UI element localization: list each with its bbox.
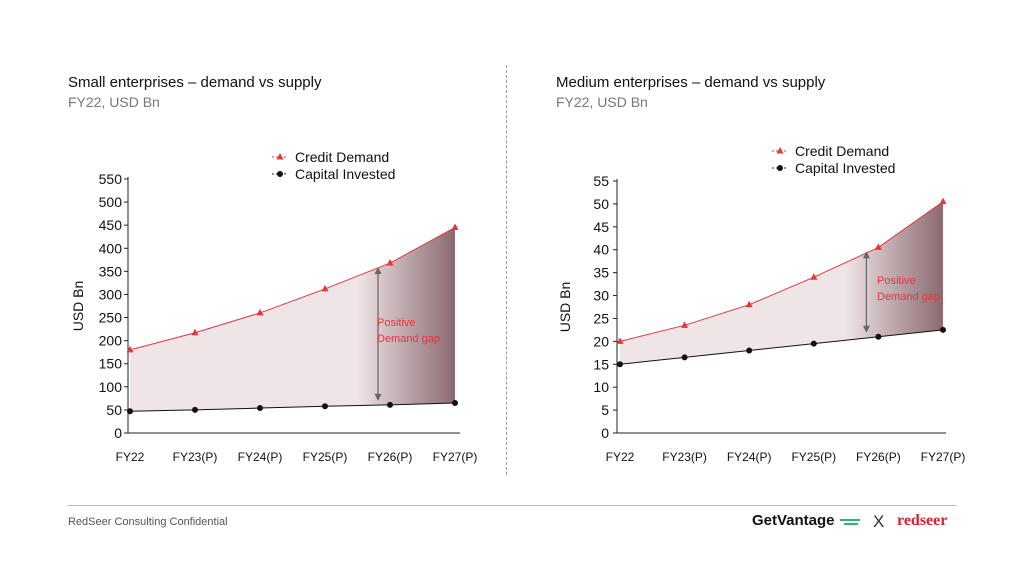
capital-invested-point <box>681 354 688 361</box>
legend-invested-marker <box>777 165 783 171</box>
legend-demand-label: Credit Demand <box>295 149 389 165</box>
y-tick-label: 20 <box>593 333 609 349</box>
y-tick-label: 35 <box>593 265 609 281</box>
right-chart-subtitle: FY22, USD Bn <box>556 94 648 110</box>
x-tick-label: FY26(P) <box>856 450 901 464</box>
y-tick-label: 200 <box>99 333 123 349</box>
y-tick-label: 400 <box>99 240 123 256</box>
y-tick-label: 250 <box>99 310 123 326</box>
redseer-logo: redseer <box>897 512 948 529</box>
legend-invested-label: Capital Invested <box>795 160 895 176</box>
credit-demand-point <box>874 243 882 250</box>
y-tick-label: 15 <box>593 356 609 372</box>
x-tick-label: FY26(P) <box>368 450 413 464</box>
x-tick-label: FY24(P) <box>238 450 283 464</box>
y-tick-label: 500 <box>99 194 123 210</box>
credit-demand-point <box>810 273 818 280</box>
credit-demand-line <box>129 227 456 351</box>
y-tick-label: 450 <box>99 217 123 233</box>
getvantage-logo-mark <box>840 519 860 521</box>
left-chart-subtitle: FY22, USD Bn <box>68 94 160 110</box>
right-chart-title: Medium enterprises – demand vs supply <box>556 74 826 91</box>
footer-divider <box>68 505 956 506</box>
legend-demand-marker <box>776 147 784 154</box>
gap-arrow-head-bottom <box>374 393 382 401</box>
credit-demand-point <box>386 259 394 266</box>
credit-demand-point <box>681 321 689 328</box>
y-tick-label: 25 <box>593 310 609 326</box>
y-tick-label: 30 <box>593 288 609 304</box>
capital-invested-point <box>746 347 753 354</box>
capital-invested-point <box>940 326 946 333</box>
x-tick-label: FY27(P) <box>433 450 478 464</box>
y-tick-label: 50 <box>106 402 122 418</box>
credit-demand-point <box>616 337 624 344</box>
capital-invested-point <box>810 340 817 347</box>
y-tick-label: 0 <box>114 425 122 441</box>
brand-separator: X <box>873 512 885 531</box>
capital-invested-point <box>192 406 198 413</box>
getvantage-logo: GetVantage <box>752 512 835 529</box>
y-tick-label: 55 <box>593 173 609 189</box>
legend-invested-marker <box>277 171 283 177</box>
credit-demand-point <box>745 300 753 308</box>
x-tick-label: FY25(P) <box>303 450 348 464</box>
demand-gap-area <box>620 201 943 365</box>
capital-invested-point <box>322 403 328 410</box>
capital-invested-point <box>617 361 623 368</box>
y-tick-label: 0 <box>601 425 609 441</box>
x-tick-label: FY23(P) <box>173 450 218 464</box>
gap-label-line2: Demand gap <box>877 291 940 303</box>
credit-demand-point <box>191 328 199 336</box>
credit-demand-point <box>451 223 459 230</box>
y-tick-label: 40 <box>593 242 609 258</box>
legend-demand-marker <box>276 153 284 160</box>
x-tick-label: FY23(P) <box>662 450 707 464</box>
x-tick-label: FY22 <box>116 450 145 464</box>
credit-demand-point <box>939 197 947 205</box>
gap-arrow-head-top <box>862 251 870 259</box>
x-tick-label: FY25(P) <box>791 450 836 464</box>
capital-invested-point <box>387 401 393 408</box>
y-tick-label: 350 <box>99 263 123 279</box>
gap-arrow-head-top <box>374 267 382 275</box>
getvantage-logo-mark-2 <box>844 523 858 525</box>
legend-demand-label: Credit Demand <box>795 143 889 159</box>
y-axis-label: USD Bn <box>70 281 86 332</box>
y-tick-label: 45 <box>593 219 609 235</box>
capital-invested-point <box>257 405 263 412</box>
gap-label-line1: Positive <box>877 275 916 287</box>
capital-invested-line <box>619 329 944 365</box>
y-tick-label: 300 <box>99 286 123 302</box>
y-tick-label: 50 <box>593 196 609 212</box>
x-tick-label: FY24(P) <box>727 450 772 464</box>
left-chart-title: Small enterprises – demand vs supply <box>68 74 322 91</box>
credit-demand-line <box>619 201 944 342</box>
x-tick-label: FY22 <box>606 450 635 464</box>
gap-label-line1: Positive <box>377 317 416 329</box>
y-tick-label: 100 <box>99 379 123 395</box>
confidential-note: RedSeer Consulting Confidential <box>68 516 228 528</box>
y-tick-label: 10 <box>593 379 609 395</box>
capital-invested-line <box>129 402 456 412</box>
panel-divider <box>506 65 507 475</box>
gap-arrow-head-bottom <box>862 325 870 333</box>
legend-invested-label: Capital Invested <box>295 166 395 182</box>
y-tick-label: 150 <box>99 356 123 372</box>
y-tick-label: 5 <box>601 402 609 418</box>
y-tick-label: 550 <box>99 171 123 187</box>
credit-demand-point <box>321 284 329 292</box>
demand-gap-area <box>130 227 455 412</box>
credit-demand-point <box>256 308 264 316</box>
credit-demand-point <box>126 345 134 353</box>
capital-invested-point <box>452 399 458 406</box>
x-tick-label: FY27(P) <box>921 450 966 464</box>
capital-invested-point <box>875 333 882 340</box>
y-axis-label: USD Bn <box>557 282 573 333</box>
gap-label-line2: Demand gap <box>377 333 440 345</box>
capital-invested-point <box>127 408 133 415</box>
